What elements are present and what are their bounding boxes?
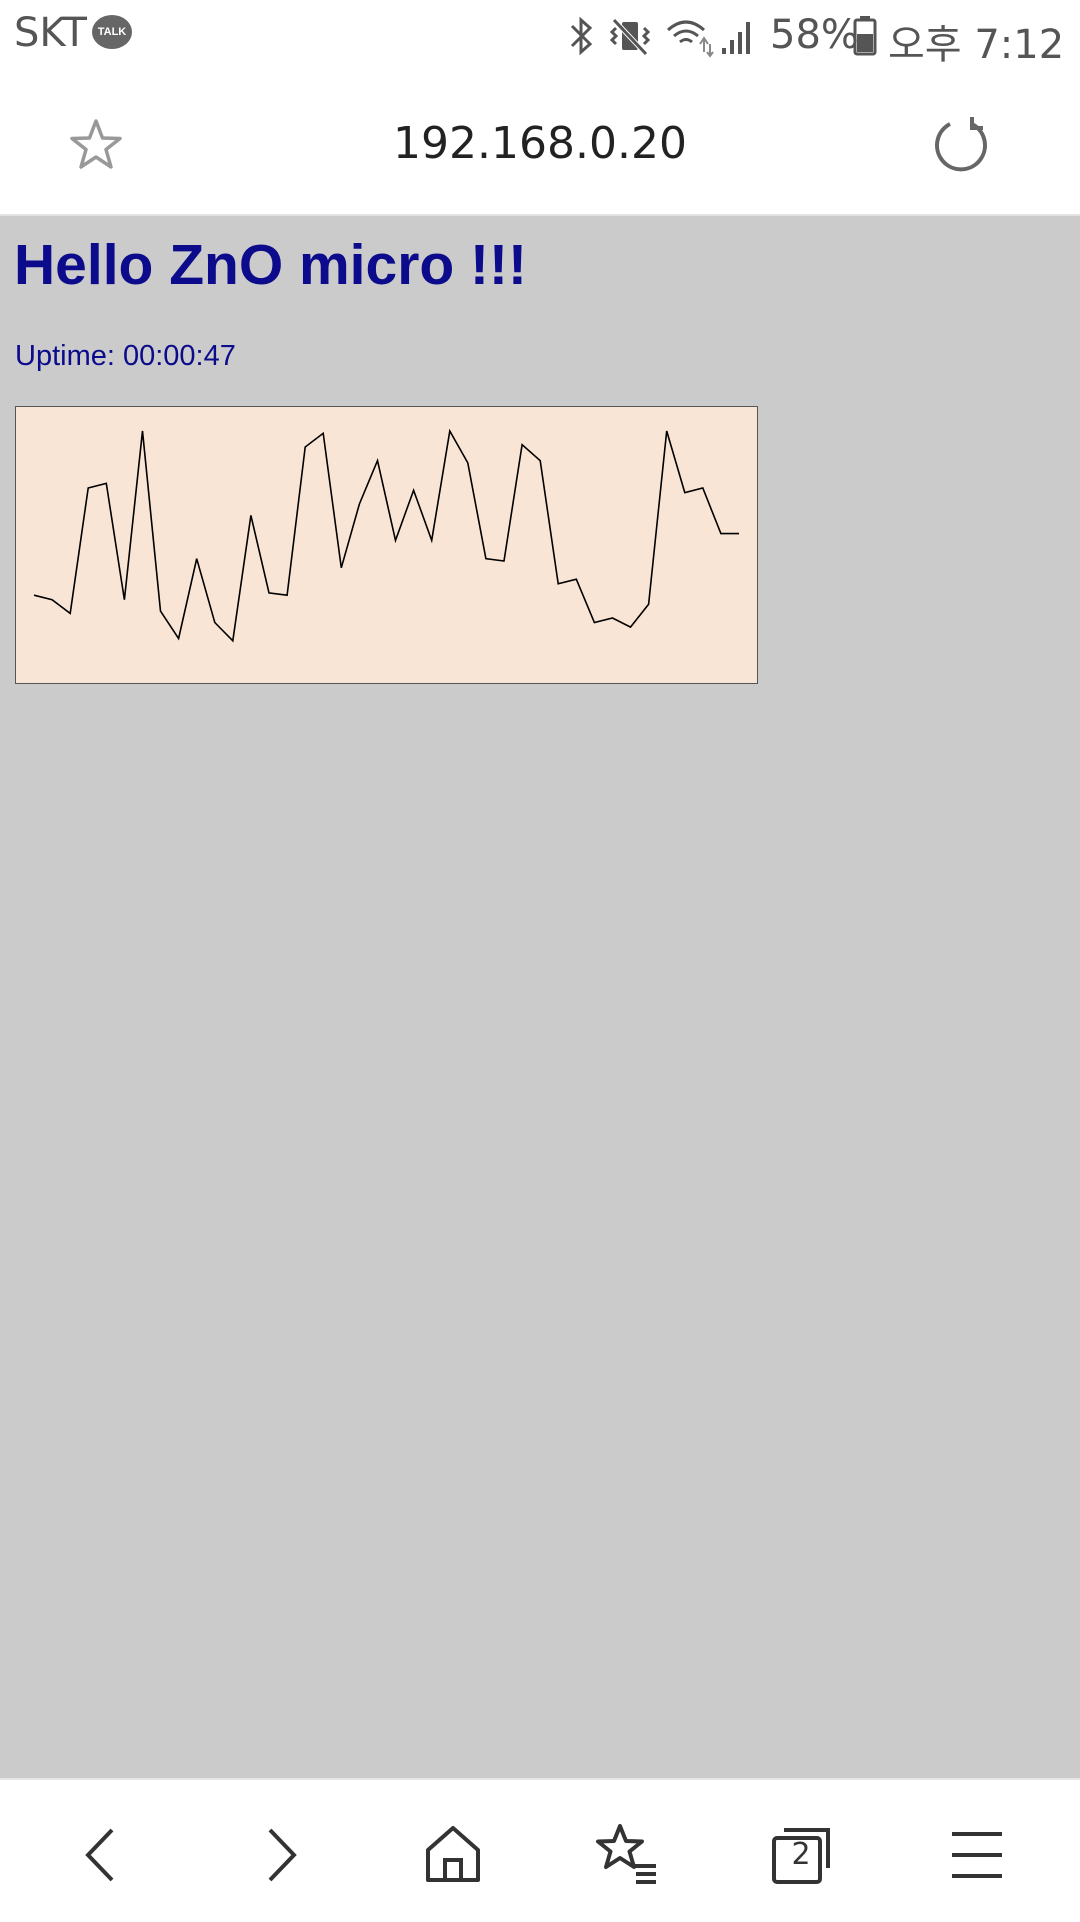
battery-icon <box>852 14 878 58</box>
page-heading: Hello ZnO micro !!! <box>14 232 527 298</box>
signal-icon <box>718 14 758 58</box>
battery-percent: 58% <box>770 12 859 58</box>
uptime-value: 00:00:47 <box>123 340 236 372</box>
vibrate-mute-icon <box>608 14 652 58</box>
tabs-button[interactable]: 2 <box>766 1820 836 1890</box>
wifi-icon <box>664 14 716 58</box>
bottom-nav: 2 <box>0 1778 1080 1922</box>
sensor-chart-svg <box>16 407 757 683</box>
tab-count: 2 <box>781 1837 821 1872</box>
address-bar: 192.168.0.20 <box>0 72 1080 216</box>
forward-icon[interactable] <box>244 1820 314 1890</box>
reload-icon[interactable] <box>930 114 992 176</box>
uptime-line: Uptime: 00:00:47 <box>15 340 236 373</box>
back-icon[interactable] <box>68 1820 138 1890</box>
url-field[interactable]: 192.168.0.20 <box>0 118 1080 169</box>
chart-series-line <box>34 431 739 641</box>
uptime-label: Uptime: <box>15 340 115 372</box>
carrier-label: SKT <box>14 10 87 56</box>
bluetooth-icon <box>566 14 596 58</box>
bookmarks-icon[interactable] <box>592 1820 662 1890</box>
sensor-chart <box>15 406 758 684</box>
home-icon[interactable] <box>418 1820 488 1890</box>
kakaotalk-icon: TALK <box>92 15 132 49</box>
status-bar: SKT TALK 58% 오후 7:12 <box>0 0 1080 72</box>
menu-icon[interactable] <box>942 1820 1012 1890</box>
clock: 오후 7:12 <box>888 12 1064 70</box>
